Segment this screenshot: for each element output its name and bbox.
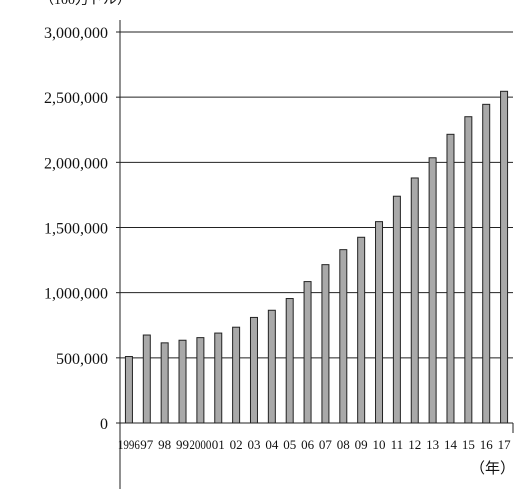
x-tick-label: 98 — [158, 437, 171, 452]
x-tick-label: 10 — [373, 437, 386, 452]
y-tick-label: 1,500,000 — [44, 221, 108, 238]
x-tick-label: 13 — [426, 437, 439, 452]
y-tick-label: 2,500,000 — [44, 90, 108, 107]
x-tick-label: 04 — [265, 437, 279, 452]
bars — [124, 90, 509, 424]
bar — [214, 332, 223, 424]
y-unit-label: （100万ドル） — [40, 0, 131, 8]
bar — [196, 337, 205, 424]
x-axis-ticks: 1996 97 98 99 2000 01 02 03 04 05 06 07 08 09 10 11 12 13… — [118, 437, 511, 452]
x-tick-label: 14 — [444, 437, 458, 452]
bar — [410, 177, 419, 424]
x-tick-label: 06 — [301, 437, 315, 452]
x-unit-label: （年） — [470, 460, 515, 477]
x-tick-label: 05 — [283, 437, 296, 452]
x-tick-label: 15 — [462, 437, 475, 452]
x-tick-label: 02 — [230, 437, 243, 452]
bar — [232, 326, 241, 424]
bar — [428, 157, 437, 424]
bar — [357, 236, 366, 424]
x-tick-label: 1996 — [118, 437, 140, 452]
y-tick-label: 500,000 — [56, 351, 108, 368]
x-tick-label: 2000 — [189, 437, 211, 452]
x-tick-label: 97 — [140, 437, 154, 452]
x-tick-label: 11 — [391, 437, 404, 452]
x-tick-label: 07 — [319, 437, 333, 452]
x-tick-label: 09 — [355, 437, 368, 452]
y-tick-label: 1,000,000 — [44, 286, 108, 303]
bar — [249, 316, 258, 424]
y-tick-label: 2,000,000 — [44, 155, 108, 172]
bar — [500, 90, 509, 424]
bar — [392, 195, 401, 424]
bar — [482, 103, 491, 424]
x-tick-label: 12 — [408, 437, 421, 452]
x-tick-label: 16 — [480, 437, 494, 452]
y-tick-label: 0 — [100, 416, 108, 433]
bar — [303, 281, 312, 424]
bar — [142, 334, 151, 424]
bar — [178, 339, 187, 424]
y-tick-label: 3,000,000 — [44, 25, 108, 42]
bar — [160, 342, 169, 424]
x-tick-label: 03 — [247, 437, 260, 452]
bar — [267, 309, 276, 424]
bar — [464, 116, 473, 424]
bar — [321, 264, 330, 424]
x-tick-label: 17 — [498, 437, 512, 452]
bar — [124, 356, 133, 424]
bar — [446, 133, 455, 424]
bar — [375, 221, 384, 424]
axes — [116, 20, 514, 489]
y-axis-ticks: 0 500,000 1,000,000 1,500,000 2,000,000 2,500… — [44, 25, 108, 433]
x-tick-label: 08 — [337, 437, 350, 452]
x-tick-label: 99 — [176, 437, 189, 452]
bar — [339, 249, 348, 424]
x-tick-label: 01 — [212, 437, 225, 452]
bar — [285, 298, 294, 424]
